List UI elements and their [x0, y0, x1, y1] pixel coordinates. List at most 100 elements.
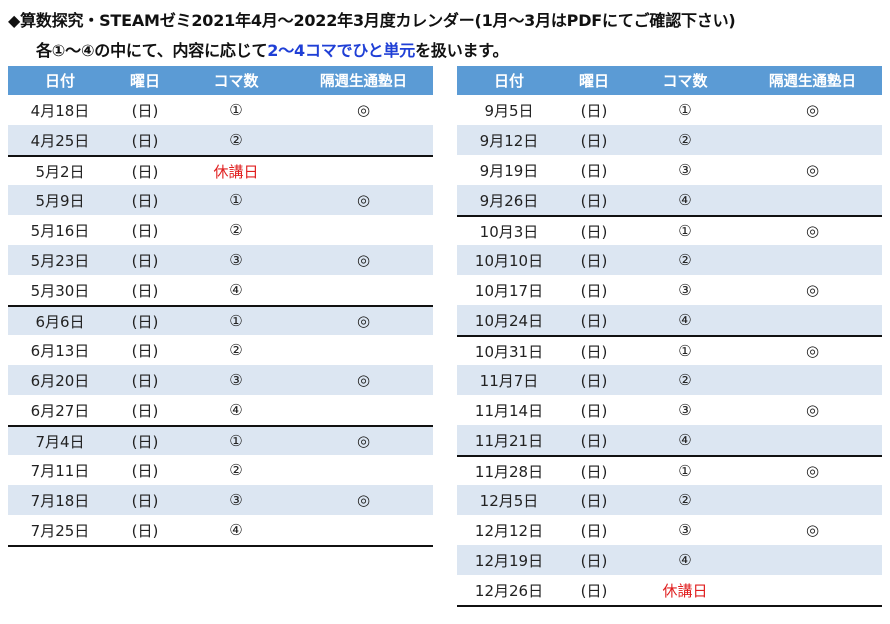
- table-row: 10月3日 (日) ① ◎: [457, 215, 882, 245]
- table-row: 5月9日 (日) ① ◎: [8, 185, 433, 215]
- weekday-cell: (日): [580, 311, 608, 330]
- koma-cell: ③: [678, 401, 692, 419]
- biweekly-mark-cell: ◎: [356, 251, 371, 269]
- weekday-cell: (日): [580, 131, 608, 150]
- table-row: 12月26日 (日) 休講日: [457, 575, 882, 607]
- date-cell: 11月28日: [474, 462, 544, 481]
- biweekly-mark-cell: ◎: [356, 371, 371, 389]
- weekday-cell: (日): [131, 191, 159, 210]
- holiday-cell: 休講日: [662, 581, 708, 600]
- table-header: 日付 曜日 コマ数 隔週生通塾日: [457, 66, 882, 95]
- date-cell: 12月26日: [474, 581, 544, 600]
- table-row: 12月12日 (日) ③ ◎: [457, 515, 882, 545]
- table-body: 9月5日 (日) ① ◎ 9月12日 (日) ② 9月19日 (日) ③ ◎ 9月26日 (日) ④ 10月…: [457, 95, 882, 607]
- date-cell: 10月10日: [474, 251, 544, 270]
- table-row: 7月18日 (日) ③ ◎: [8, 485, 433, 515]
- biweekly-mark-cell: ◎: [356, 312, 371, 330]
- biweekly-mark-cell: ◎: [805, 161, 820, 179]
- koma-cell: ①: [229, 101, 243, 119]
- weekday-cell: (日): [580, 281, 608, 300]
- weekday-cell: (日): [131, 281, 159, 300]
- koma-cell: ①: [229, 191, 243, 209]
- biweekly-mark-cell: ◎: [805, 521, 820, 539]
- date-cell: 11月21日: [474, 431, 544, 450]
- weekday-cell: (日): [131, 491, 159, 510]
- weekday-cell: (日): [131, 371, 159, 390]
- header-biweekly: 隔週生通塾日: [769, 74, 856, 90]
- table-header: 日付 曜日 コマ数 隔週生通塾日: [8, 66, 433, 95]
- date-cell: 7月18日: [30, 491, 90, 510]
- koma-cell: ④: [229, 521, 243, 539]
- weekday-cell: (日): [131, 312, 159, 331]
- header-koma: コマ数: [662, 72, 708, 90]
- table-row: 6月6日 (日) ① ◎: [8, 305, 433, 335]
- weekday-cell: (日): [580, 222, 608, 241]
- koma-cell: ④: [678, 431, 692, 449]
- koma-cell: ④: [678, 551, 692, 569]
- date-cell: 11月14日: [474, 401, 544, 420]
- header-koma: コマ数: [213, 72, 259, 90]
- holiday-cell: 休講日: [213, 162, 259, 181]
- table-row: 11月14日 (日) ③ ◎: [457, 395, 882, 425]
- table-row: 5月16日 (日) ②: [8, 215, 433, 245]
- weekday-cell: (日): [580, 251, 608, 270]
- koma-cell: ④: [229, 281, 243, 299]
- table-row: 9月12日 (日) ②: [457, 125, 882, 155]
- koma-cell: ③: [229, 371, 243, 389]
- weekday-cell: (日): [580, 101, 608, 120]
- date-cell: 7月25日: [30, 521, 90, 540]
- weekday-cell: (日): [580, 462, 608, 481]
- biweekly-mark-cell: ◎: [805, 401, 820, 419]
- header-weekday: 曜日: [129, 72, 160, 90]
- weekday-cell: (日): [580, 371, 608, 390]
- date-cell: 9月26日: [479, 191, 539, 210]
- koma-cell: ①: [678, 342, 692, 360]
- header-date: 日付: [493, 72, 524, 90]
- biweekly-mark-cell: ◎: [356, 191, 371, 209]
- koma-cell: ②: [678, 371, 692, 389]
- table-row: 12月5日 (日) ②: [457, 485, 882, 515]
- table-row: 6月13日 (日) ②: [8, 335, 433, 365]
- koma-cell: ③: [678, 521, 692, 539]
- table-row: 6月27日 (日) ④: [8, 395, 433, 425]
- weekday-cell: (日): [580, 551, 608, 570]
- date-cell: 5月2日: [35, 162, 85, 181]
- weekday-cell: (日): [580, 431, 608, 450]
- weekday-cell: (日): [131, 221, 159, 240]
- subtitle-text-after: を扱います。: [415, 41, 509, 60]
- date-cell: 4月25日: [30, 131, 90, 150]
- koma-cell: ④: [678, 311, 692, 329]
- koma-cell: ②: [229, 461, 243, 479]
- table-row: 11月21日 (日) ④: [457, 425, 882, 455]
- subtitle-highlight: 2～4コマでひと単元: [267, 41, 416, 60]
- weekday-cell: (日): [580, 161, 608, 180]
- subtitle-text-before: 各①～④の中にて、内容に応じて: [36, 41, 268, 60]
- biweekly-mark-cell: ◎: [805, 281, 820, 299]
- table-row: 12月19日 (日) ④: [457, 545, 882, 575]
- table-row: 7月25日 (日) ④: [8, 515, 433, 547]
- date-cell: 9月5日: [484, 101, 534, 120]
- weekday-cell: (日): [580, 191, 608, 210]
- table-row: 4月25日 (日) ②: [8, 125, 433, 155]
- table-row: 9月5日 (日) ① ◎: [457, 95, 882, 125]
- date-cell: 12月19日: [474, 551, 544, 570]
- koma-cell: ②: [678, 131, 692, 149]
- table-row: 10月24日 (日) ④: [457, 305, 882, 335]
- table-row: 6月20日 (日) ③ ◎: [8, 365, 433, 395]
- page-subtitle: 各①～④の中にて、内容に応じて2～4コマでひと単元を扱います。: [36, 37, 508, 61]
- weekday-cell: (日): [131, 162, 159, 181]
- date-cell: 5月30日: [30, 281, 90, 300]
- koma-cell: ③: [229, 491, 243, 509]
- weekday-cell: (日): [131, 461, 159, 480]
- date-cell: 10月3日: [479, 222, 539, 241]
- koma-cell: ①: [229, 312, 243, 330]
- date-cell: 9月12日: [479, 131, 539, 150]
- date-cell: 5月16日: [30, 221, 90, 240]
- date-cell: 6月20日: [30, 371, 90, 390]
- date-cell: 12月12日: [474, 521, 544, 540]
- calendar-table-right: 日付 曜日 コマ数 隔週生通塾日 9月5日 (日) ① ◎ 9月12日 (日) ② 9月19日…: [457, 66, 882, 607]
- koma-cell: ④: [229, 401, 243, 419]
- date-cell: 12月5日: [479, 491, 539, 510]
- header-biweekly: 隔週生通塾日: [320, 74, 407, 90]
- table-row: 5月23日 (日) ③ ◎: [8, 245, 433, 275]
